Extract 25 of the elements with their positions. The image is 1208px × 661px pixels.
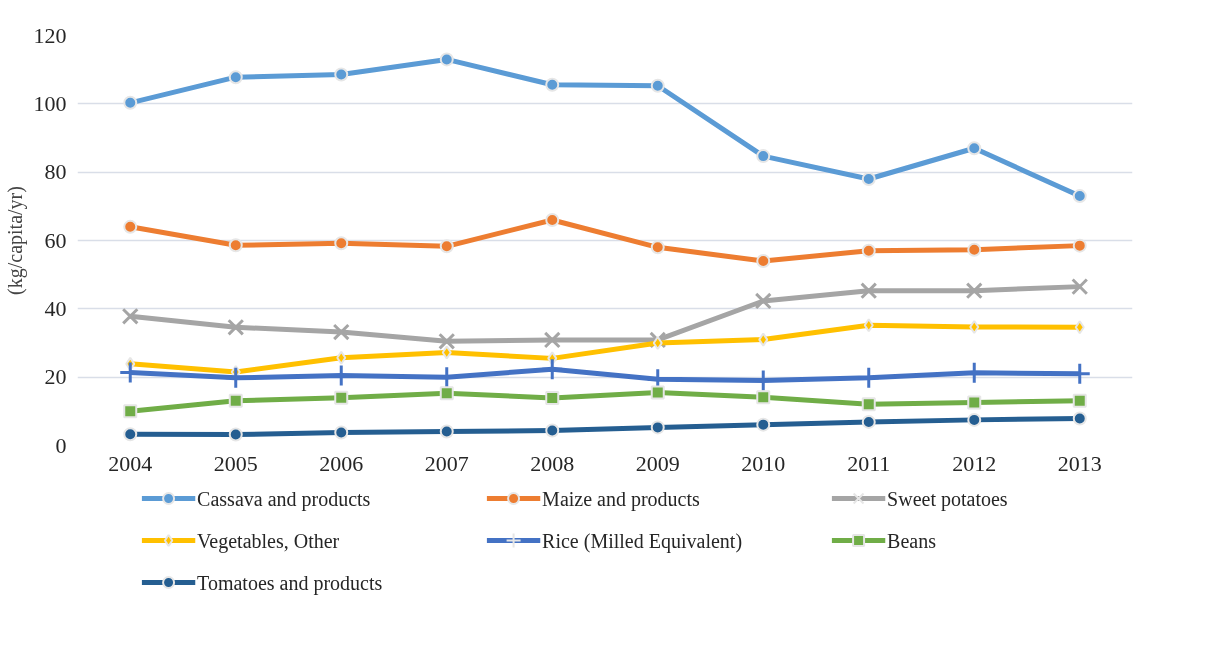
x-tick-label: 2004 <box>108 450 153 476</box>
y-tick-label: 20 <box>44 364 67 390</box>
y-axis-title: (kg/capita/yr) <box>3 186 27 295</box>
x-tick-label: 2011 <box>847 450 891 476</box>
legend-label: Rice (Milled Equivalent) <box>542 529 743 553</box>
legend-label: Maize and products <box>542 487 701 511</box>
x-tick-label: 2013 <box>1057 450 1102 476</box>
y-tick-label: 60 <box>44 227 67 253</box>
y-tick-label: 0 <box>55 432 67 458</box>
legend-label: Vegetables, Other <box>197 529 340 553</box>
x-tick-label: 2005 <box>213 450 258 476</box>
legend-label: Beans <box>887 529 937 552</box>
x-tick-label: 2006 <box>319 450 364 476</box>
y-tick-label: 80 <box>44 159 67 185</box>
legend-label: Tomatoes and products <box>197 571 383 595</box>
y-tick-label: 120 <box>33 22 67 48</box>
y-tick-label: 100 <box>33 90 67 116</box>
legend-label: Sweet potatoes <box>887 487 1008 511</box>
x-tick-label: 2012 <box>952 450 997 476</box>
x-tick-label: 2010 <box>741 450 786 476</box>
x-tick-label: 2008 <box>530 450 575 476</box>
legend-label: Cassava and products <box>197 487 371 511</box>
x-tick-label: 2009 <box>635 450 680 476</box>
y-tick-label: 40 <box>44 295 67 321</box>
x-tick-label: 2007 <box>424 450 469 476</box>
